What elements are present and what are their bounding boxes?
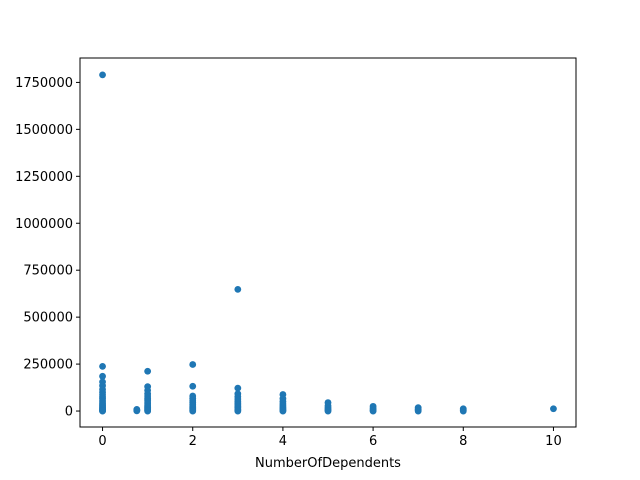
data-point [189,382,197,390]
data-point [369,407,377,415]
y-tick-label: 1750000 [15,76,73,91]
data-point [234,285,242,293]
data-point [324,407,332,415]
data-point [189,361,197,368]
y-tick-label: 750000 [23,264,73,279]
data-point [99,372,106,380]
x-tick-label: 6 [369,434,377,449]
data-point [459,407,467,415]
data-point [279,407,287,415]
data-point [414,407,422,415]
y-tick-label: 1250000 [15,170,73,185]
plot-area [79,57,577,428]
data-point [133,407,141,415]
data-point [99,362,106,370]
data-point [99,407,106,415]
y-tick-label: 500000 [23,311,73,326]
data-point [144,367,152,375]
data-point [99,71,106,79]
x-tick-label: 8 [459,434,467,449]
x-tick-label: 10 [545,434,562,449]
y-tick-label: 1000000 [15,217,73,232]
y-tick-label: 0 [65,405,73,420]
x-axis-ticks: 0 2 4 6 8 10 [98,427,562,449]
x-tick-label: 2 [189,434,197,449]
data-points [99,71,557,415]
data-point [189,407,197,415]
x-tick-label: 0 [98,434,106,449]
data-point [234,384,242,392]
data-point [234,407,242,415]
data-point [144,407,152,415]
x-axis-label: NumberOfDependents [255,456,401,471]
x-tick-label: 4 [279,434,287,449]
y-axis-ticks: 0 250000 500000 750000 1000000 1250000 1500000… [15,76,80,420]
data-point [550,405,557,413]
y-tick-label: 1500000 [15,123,73,138]
y-tick-label: 250000 [23,358,73,373]
